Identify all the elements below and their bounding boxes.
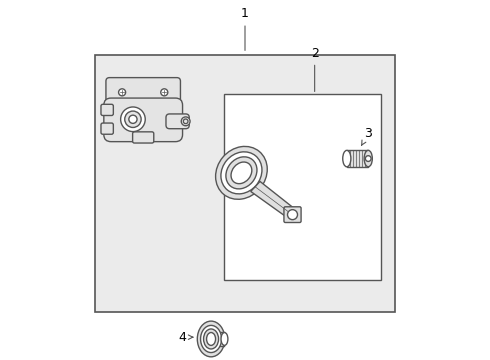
- Ellipse shape: [364, 150, 372, 167]
- Circle shape: [161, 89, 168, 96]
- Text: 2: 2: [311, 47, 319, 91]
- Ellipse shape: [203, 329, 219, 349]
- Circle shape: [129, 115, 137, 123]
- Circle shape: [181, 117, 190, 126]
- FancyBboxPatch shape: [101, 104, 113, 116]
- Circle shape: [121, 107, 145, 131]
- Bar: [223, 94, 381, 280]
- Ellipse shape: [200, 325, 221, 352]
- Polygon shape: [251, 181, 296, 217]
- FancyBboxPatch shape: [104, 98, 183, 141]
- Ellipse shape: [221, 152, 262, 194]
- Circle shape: [125, 111, 141, 127]
- Ellipse shape: [216, 147, 267, 199]
- Ellipse shape: [207, 333, 216, 345]
- Circle shape: [288, 210, 297, 220]
- Circle shape: [119, 89, 125, 96]
- FancyBboxPatch shape: [166, 114, 189, 129]
- Text: 3: 3: [362, 127, 372, 145]
- Bar: [95, 55, 395, 312]
- FancyBboxPatch shape: [101, 123, 113, 134]
- FancyBboxPatch shape: [347, 150, 368, 167]
- Ellipse shape: [343, 150, 351, 167]
- FancyBboxPatch shape: [133, 132, 154, 143]
- Ellipse shape: [226, 157, 257, 189]
- FancyBboxPatch shape: [106, 78, 180, 110]
- Circle shape: [366, 156, 371, 161]
- Ellipse shape: [221, 333, 228, 345]
- Text: 1: 1: [241, 8, 249, 50]
- Ellipse shape: [197, 321, 225, 357]
- Ellipse shape: [231, 162, 252, 184]
- Circle shape: [183, 119, 188, 124]
- FancyBboxPatch shape: [284, 207, 301, 222]
- Text: 4: 4: [178, 331, 193, 344]
